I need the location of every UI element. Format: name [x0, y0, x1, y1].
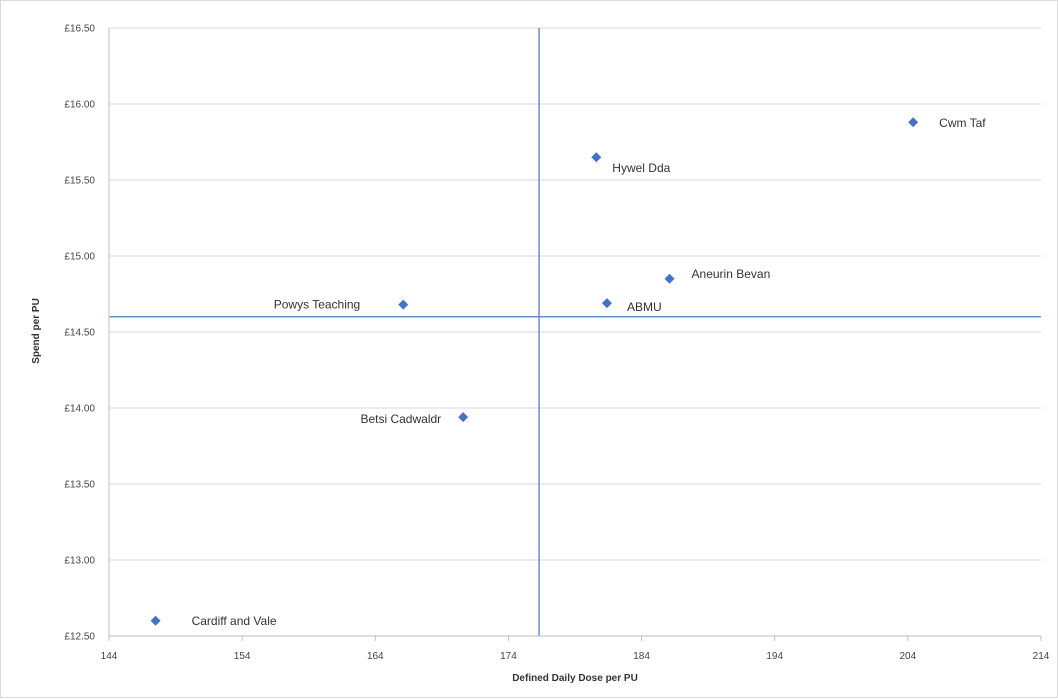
reference-lines	[109, 28, 1041, 636]
data-point-label: Cwm Taf	[939, 116, 986, 130]
data-point-label: Cardiff and Vale	[192, 614, 277, 628]
gridlines	[109, 27, 1041, 561]
y-tick-label: £13.00	[64, 556, 95, 567]
y-tick-label: £14.00	[64, 404, 95, 415]
x-tick-label: 164	[367, 651, 384, 662]
y-tick-label: £12.50	[64, 632, 95, 643]
y-axis-title: Spend per PU	[31, 298, 42, 364]
x-tick-label: 174	[500, 651, 517, 662]
data-point-label: Powys Teaching	[274, 298, 361, 312]
y-tick-label: £14.50	[64, 328, 95, 339]
point-labels: Cwm Taf Hywel Dda Aneurin Bevan ABMU Powys T…	[192, 116, 987, 628]
x-tick-label: 204	[900, 651, 917, 662]
x-tick-label: 194	[766, 651, 783, 662]
x-tick-label: 184	[633, 651, 650, 662]
data-point-label: Aneurin Bevan	[692, 267, 771, 281]
data-point-label: ABMU	[627, 300, 662, 314]
y-tick-label: £15.50	[64, 176, 95, 187]
data-point-label: Hywel Dda	[612, 161, 670, 175]
data-point-marker	[908, 117, 919, 128]
data-point-marker	[398, 299, 409, 310]
y-tick-label: £15.00	[64, 252, 95, 263]
data-point-marker	[458, 412, 469, 423]
x-tick-label: 214	[1033, 651, 1050, 662]
axes: £12.50 £13.00 £13.50 £14.00 £14.50 £15.00 £15.…	[64, 24, 1049, 663]
y-tick-label: £13.50	[64, 480, 95, 491]
data-point-marker	[601, 298, 612, 309]
x-tick-label: 154	[234, 651, 251, 662]
y-tick-label: £16.50	[64, 24, 95, 35]
data-point-marker	[664, 273, 675, 284]
data-point-marker	[591, 152, 602, 163]
data-point-marker	[150, 615, 161, 626]
x-tick-label: 144	[101, 651, 118, 662]
data-point-label: Betsi Cadwaldr	[360, 412, 441, 426]
data-points	[150, 117, 919, 626]
x-axis-title: Defined Daily Dose per PU	[512, 673, 638, 684]
y-tick-label: £16.00	[64, 100, 95, 111]
